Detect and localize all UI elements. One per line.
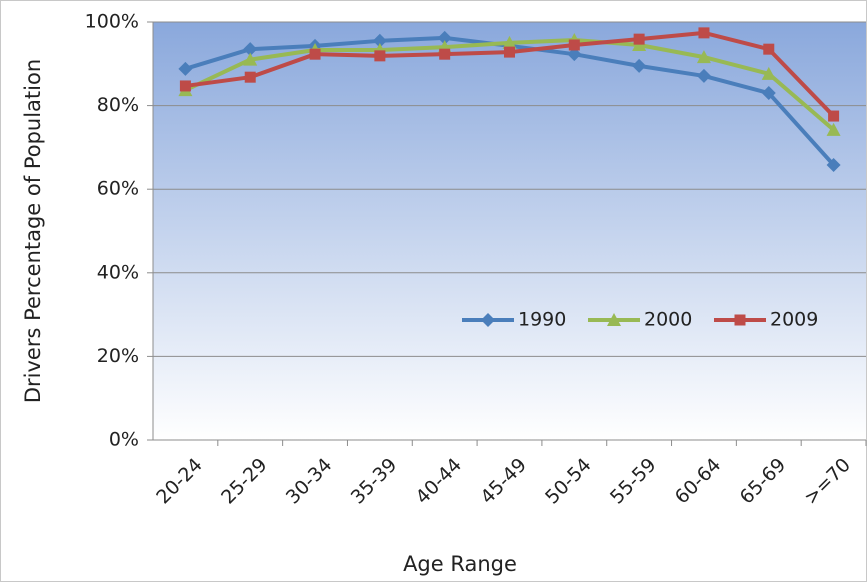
marker [763, 43, 775, 55]
marker [481, 313, 495, 327]
y-tick-label: 80% [97, 94, 139, 116]
x-axis-title: Age Range [403, 552, 517, 576]
marker [244, 71, 256, 83]
y-tick-label: 100% [85, 11, 139, 33]
marker [504, 46, 515, 58]
y-tick-label: 0% [109, 429, 139, 451]
y-tick-label: 40% [97, 261, 139, 283]
marker [502, 35, 517, 49]
marker [696, 68, 711, 83]
legend-label: 2000 [644, 309, 692, 331]
marker [567, 47, 582, 62]
marker [439, 48, 451, 60]
marker [309, 48, 321, 60]
marker [374, 50, 386, 62]
marker [826, 122, 841, 136]
marker [179, 80, 191, 92]
marker [607, 313, 621, 326]
marker [243, 52, 258, 66]
plot-area [153, 22, 866, 440]
marker [372, 33, 387, 48]
marker [761, 66, 776, 80]
marker [568, 39, 580, 51]
marker [828, 110, 840, 122]
legend-label: 1990 [518, 309, 566, 331]
marker [698, 27, 710, 39]
marker [734, 314, 746, 326]
marker [243, 42, 258, 57]
marker [633, 33, 645, 45]
marker [826, 157, 841, 172]
y-tick-label: 60% [97, 178, 139, 200]
marker [761, 86, 776, 101]
y-axis-title: Drivers Percentage of Population [21, 59, 45, 403]
marker [178, 61, 193, 76]
marker [632, 58, 647, 73]
y-tick-label: 20% [97, 345, 139, 367]
legend-label: 2009 [770, 309, 818, 331]
marker [437, 30, 452, 45]
marker [696, 50, 711, 64]
